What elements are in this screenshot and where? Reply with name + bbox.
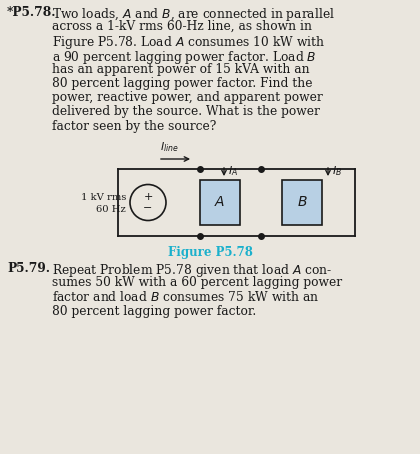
Text: 80 percent lagging power factor. Find the: 80 percent lagging power factor. Find th… (52, 77, 312, 90)
Text: factor seen by the source?: factor seen by the source? (52, 119, 216, 133)
Bar (282, 180, 322, 225)
Text: factor and load $B$ consumes 75 kW with an: factor and load $B$ consumes 75 kW with … (52, 291, 319, 304)
Text: a 90 percent lagging power factor. Load $B$: a 90 percent lagging power factor. Load … (52, 49, 316, 65)
Text: 1 kV rms: 1 kV rms (81, 193, 126, 202)
Text: Two loads, $A$ and $B$, are connected in parallel: Two loads, $A$ and $B$, are connected in… (52, 6, 335, 23)
Text: Figure P5.78. Load $A$ consumes 10 kW with: Figure P5.78. Load $A$ consumes 10 kW wi… (52, 35, 325, 51)
Text: $I_{line}$: $I_{line}$ (160, 140, 179, 154)
Text: 60 Hz: 60 Hz (96, 205, 126, 214)
Text: *P5.78.: *P5.78. (7, 6, 57, 19)
Text: −: − (143, 203, 153, 213)
Text: $I_B$: $I_B$ (332, 164, 342, 178)
Text: has an apparent power of 15 kVA with an: has an apparent power of 15 kVA with an (52, 63, 310, 76)
Text: Figure P5.78: Figure P5.78 (168, 246, 252, 259)
Text: delivered by the source. What is the power: delivered by the source. What is the pow… (52, 105, 320, 118)
Text: $B$: $B$ (297, 196, 307, 209)
Circle shape (130, 184, 166, 221)
Text: sumes 50 kW with a 60 percent lagging power: sumes 50 kW with a 60 percent lagging po… (52, 276, 342, 289)
Bar (200, 180, 240, 225)
Text: across a 1-kV rms 60-Hz line, as shown in: across a 1-kV rms 60-Hz line, as shown i… (52, 20, 312, 33)
Text: Repeat Problem P5.78 given that load $A$ con-: Repeat Problem P5.78 given that load $A$… (52, 262, 332, 279)
Text: $I_A$: $I_A$ (228, 164, 238, 178)
Text: +: + (143, 192, 153, 202)
Text: 80 percent lagging power factor.: 80 percent lagging power factor. (52, 305, 256, 318)
Text: power, reactive power, and apparent power: power, reactive power, and apparent powe… (52, 91, 323, 104)
Text: $A$: $A$ (214, 196, 226, 209)
Text: P5.79.: P5.79. (7, 262, 50, 275)
